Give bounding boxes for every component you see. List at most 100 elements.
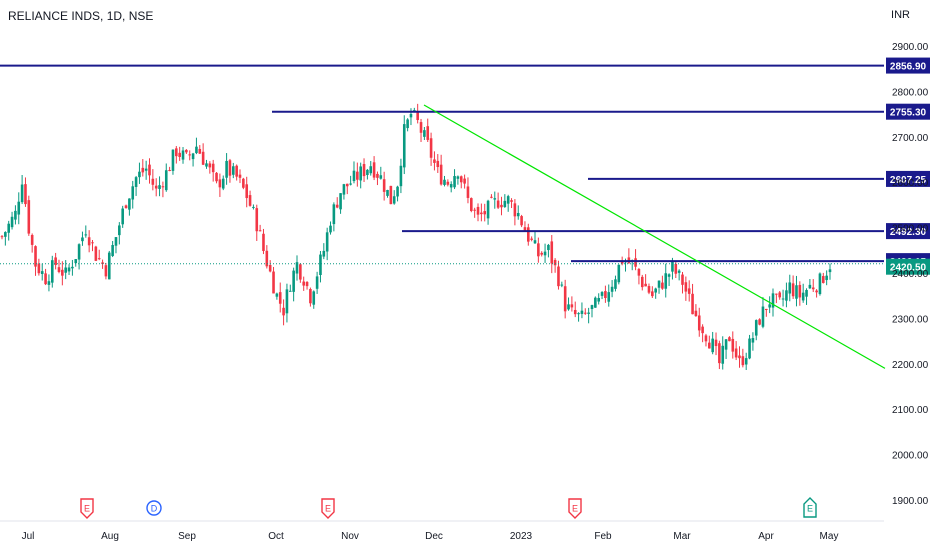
candle-body xyxy=(121,208,124,225)
level-price-label: 2607.25 xyxy=(890,175,927,186)
candle-body xyxy=(825,275,828,281)
candle-body xyxy=(7,223,11,233)
y-tick-label: 2100.00 xyxy=(892,405,929,416)
candle-body xyxy=(694,310,698,317)
candle-body xyxy=(687,288,691,294)
earnings-marker-icon[interactable] xyxy=(568,498,582,519)
candle-body xyxy=(664,273,668,289)
candle-body xyxy=(456,176,460,179)
earnings-marker-icon[interactable] xyxy=(80,498,94,519)
candle-body xyxy=(811,287,815,290)
candle-body xyxy=(754,320,758,336)
candle-body xyxy=(181,150,185,160)
x-tick-label: Nov xyxy=(341,531,359,542)
candle-body xyxy=(382,179,386,192)
candle-body xyxy=(651,291,654,297)
candle-body xyxy=(332,204,336,225)
candle-body xyxy=(798,284,802,298)
x-tick-label: Feb xyxy=(594,531,612,542)
candle-body xyxy=(704,335,708,342)
candle-body xyxy=(228,160,232,176)
x-tick-label: Sep xyxy=(178,531,196,542)
x-tick-label: Dec xyxy=(425,531,443,542)
candle-body xyxy=(265,250,269,267)
candle-body xyxy=(144,168,148,171)
candle-body xyxy=(496,200,500,208)
y-tick-label: 1900.00 xyxy=(892,496,929,507)
candle-body xyxy=(540,252,544,255)
candle-body xyxy=(818,273,822,295)
y-tick-label: 2800.00 xyxy=(892,87,929,98)
x-tick-label: Oct xyxy=(268,531,284,542)
candle-body xyxy=(232,166,235,175)
candle-body xyxy=(128,198,131,210)
candle-body xyxy=(302,281,306,286)
candle-body xyxy=(530,238,533,240)
candle-body xyxy=(758,319,761,325)
y-tick-label: 2000.00 xyxy=(892,451,929,462)
candle-body xyxy=(20,184,24,203)
time-axis[interactable]: Jul Aug Sep Oct Nov Dec 2023 Feb Mar Apr May xyxy=(0,520,884,542)
candle-body xyxy=(744,358,748,365)
candle-body xyxy=(345,183,349,187)
candle-body xyxy=(248,195,252,206)
candle-body xyxy=(305,281,309,287)
candle-body xyxy=(185,149,188,153)
trendline[interactable] xyxy=(423,104,886,369)
candle-body xyxy=(195,146,198,154)
candle-body xyxy=(667,274,671,277)
candle-body xyxy=(771,293,775,308)
candle-body xyxy=(168,170,171,172)
candle-body xyxy=(245,184,249,199)
candle-body xyxy=(91,242,94,244)
candle-body xyxy=(523,227,527,231)
level-price-tag xyxy=(886,170,930,187)
event-marker-label: E xyxy=(325,504,331,514)
candle-body xyxy=(4,232,7,237)
candle-body xyxy=(205,163,208,167)
dividend-marker-icon[interactable] xyxy=(146,500,162,516)
candle-body xyxy=(416,111,419,121)
candle-body xyxy=(436,160,440,168)
earnings-marker-icon[interactable] xyxy=(803,497,817,518)
candle-body xyxy=(734,348,738,358)
x-tick-label: 2023 xyxy=(510,531,533,542)
candle-body xyxy=(282,307,285,316)
candle-body xyxy=(677,270,681,273)
candle-body xyxy=(238,174,242,178)
candle-body xyxy=(372,162,376,178)
candle-body xyxy=(419,122,423,133)
earnings-marker-icon[interactable] xyxy=(321,498,335,519)
candle-body xyxy=(50,260,54,283)
price-axis[interactable]: 1900.00 2000.00 2100.00 2200.00 2300.00 2400.… xyxy=(892,42,929,507)
candle-body xyxy=(573,309,577,315)
candle-body xyxy=(761,306,765,327)
candle-body xyxy=(299,264,302,280)
candle-body xyxy=(188,154,192,156)
candle-body xyxy=(480,212,483,215)
candle-body xyxy=(520,216,523,226)
candle-body xyxy=(37,263,41,274)
candle-body xyxy=(221,178,225,189)
trendline-group[interactable] xyxy=(423,104,886,369)
candle-body xyxy=(97,258,101,260)
candle-body xyxy=(312,291,316,305)
candle-body xyxy=(107,252,111,280)
y-tick-label: 2500.00 xyxy=(892,224,929,235)
horizontal-levels[interactable]: 2856.902755.302607.252492.302426.152420.… xyxy=(0,57,930,275)
candle-body xyxy=(718,343,721,364)
candle-body xyxy=(560,284,564,286)
candle-body xyxy=(81,237,84,242)
candle-body xyxy=(775,293,778,295)
candle-body xyxy=(258,230,262,232)
candle-body xyxy=(17,201,21,215)
candle-body xyxy=(587,312,590,314)
candle-body xyxy=(74,259,78,264)
y-tick-label: 2400.00 xyxy=(892,269,929,280)
candle-body xyxy=(27,200,31,234)
candle-body xyxy=(57,267,61,272)
candle-body xyxy=(335,204,339,208)
candle-body xyxy=(342,184,346,195)
